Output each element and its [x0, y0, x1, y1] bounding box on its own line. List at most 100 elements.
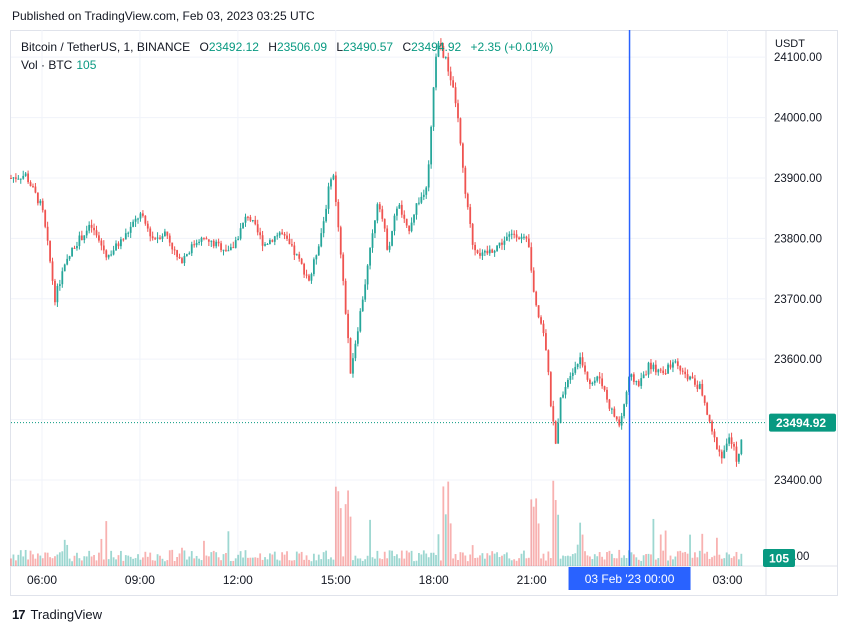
- volume-bar: [523, 550, 525, 566]
- change-value: +2.35 (+0.01%): [470, 40, 554, 54]
- candle-body: [105, 250, 108, 258]
- candle-body: [444, 57, 447, 59]
- volume-bar: [212, 550, 215, 566]
- candle-body: [694, 378, 696, 385]
- volume-bar: [701, 533, 704, 566]
- candle-body: [452, 80, 455, 88]
- volume-bar: [44, 552, 47, 566]
- candle-body: [505, 236, 508, 241]
- candle-body: [567, 379, 569, 387]
- volume-bar: [171, 549, 174, 566]
- volume-bar: [24, 549, 27, 566]
- volume-bar: [54, 556, 56, 566]
- volume-bar: [418, 552, 420, 566]
- candle-body: [112, 250, 115, 255]
- candle-body: [261, 235, 264, 246]
- volume-bar: [564, 556, 567, 566]
- candle-body: [640, 378, 643, 386]
- candle-body: [381, 209, 384, 219]
- volume-bar: [696, 557, 699, 566]
- candle-body: [657, 369, 660, 373]
- volume-bar: [388, 550, 391, 566]
- volume-bar: [557, 514, 560, 566]
- candle-body: [19, 178, 22, 180]
- candle-body: [291, 244, 293, 246]
- candle-body: [227, 250, 230, 252]
- chart-frame: [10, 30, 838, 596]
- candle-body: [698, 383, 701, 389]
- candle-body: [63, 264, 66, 272]
- candle-body: [200, 237, 203, 242]
- candle-body: [188, 253, 191, 255]
- candle-body: [354, 343, 357, 359]
- y-tick-label: 23400.00: [774, 475, 822, 487]
- volume-bar: [124, 555, 127, 566]
- candle-body: [689, 376, 691, 380]
- candle-body: [183, 255, 186, 264]
- candle-body: [203, 237, 205, 239]
- volume-bar: [420, 554, 423, 566]
- volume-bar: [220, 560, 222, 566]
- volume-bar: [93, 555, 95, 566]
- volume-bar: [371, 557, 374, 566]
- volume-bar: [227, 531, 230, 566]
- price-chart[interactable]: 23400.0023500.0023600.0023700.0023800.00…: [0, 0, 850, 600]
- volume-bar: [720, 558, 723, 566]
- candle-body: [581, 357, 584, 366]
- candle-body: [659, 369, 662, 371]
- volume-bar: [117, 555, 120, 566]
- candle-body: [720, 451, 723, 459]
- volume-bar: [481, 553, 484, 566]
- candle-body: [217, 241, 220, 244]
- y-tick-label: 23600.00: [774, 354, 822, 366]
- candle-body: [207, 239, 210, 242]
- volume-bar: [49, 557, 51, 566]
- volume-legend: Vol · BTC 105: [21, 58, 96, 72]
- candle-body: [352, 358, 354, 374]
- open-value: 23492.12: [208, 40, 259, 54]
- volume-bar: [415, 560, 418, 566]
- volume-bar: [413, 561, 415, 566]
- candle-body: [58, 284, 61, 286]
- candle-body: [676, 361, 679, 366]
- last-volume-tag[interactable]: [763, 549, 795, 567]
- candle-body: [36, 192, 39, 204]
- candle-body: [486, 250, 489, 254]
- volume-bar: [244, 550, 247, 566]
- candle-body: [24, 173, 27, 176]
- volume-bar: [215, 552, 218, 566]
- candle-body: [625, 391, 628, 405]
- candle-body: [278, 232, 281, 236]
- volume-bar: [689, 534, 691, 566]
- volume-bar: [225, 552, 227, 566]
- volume-bar: [713, 555, 716, 566]
- candle-body: [427, 164, 430, 188]
- candle-body: [154, 238, 157, 240]
- candle-body: [532, 270, 535, 292]
- volume-bar: [159, 555, 161, 566]
- volume-bar: [383, 551, 386, 566]
- volume-bar: [36, 553, 39, 566]
- last-price-tag[interactable]: [769, 413, 836, 432]
- candle-body: [596, 376, 599, 381]
- candle-body: [212, 240, 215, 247]
- volume-bar: [322, 552, 325, 566]
- candle-body: [156, 237, 159, 239]
- candle-body: [388, 245, 391, 250]
- volume-bar: [166, 560, 169, 566]
- candle-body: [696, 384, 699, 389]
- volume-bar: [410, 550, 413, 566]
- volume-bar: [552, 480, 555, 566]
- candle-body: [371, 233, 374, 248]
- volume-bar: [308, 559, 310, 566]
- candle-body: [706, 402, 709, 415]
- volume-bar: [349, 516, 352, 566]
- candle-body: [222, 249, 225, 251]
- volume-bar: [728, 554, 731, 566]
- footer-brand[interactable]: 17 TradingView: [12, 607, 102, 622]
- volume-bar: [491, 551, 494, 566]
- candle-body: [708, 414, 711, 422]
- axis-unit[interactable]: USDT: [775, 38, 805, 50]
- candle-body: [239, 228, 242, 239]
- volume-bar: [432, 552, 435, 566]
